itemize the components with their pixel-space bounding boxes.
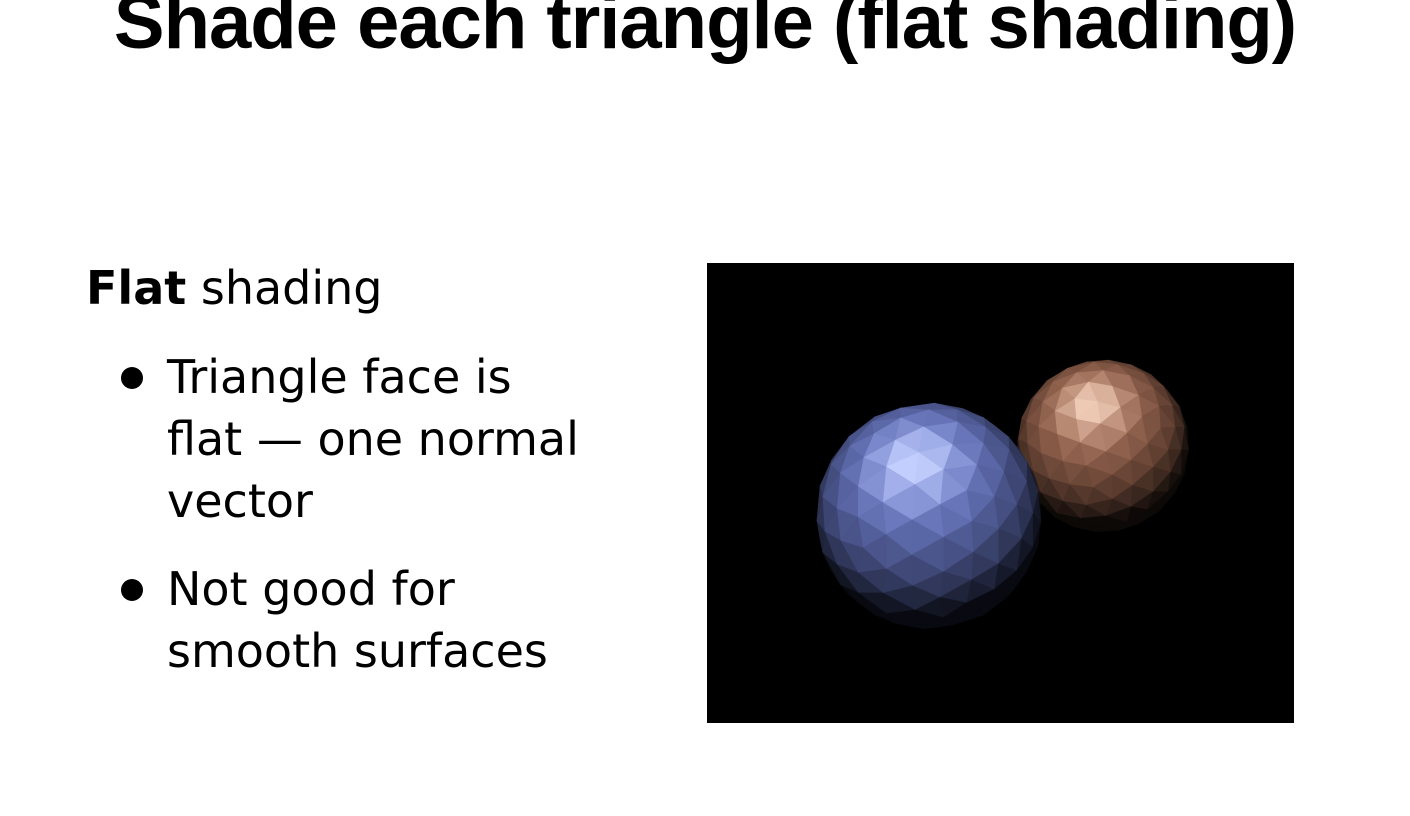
bullet-line: Not good for [167, 562, 455, 616]
flat-shaded-spheres-image [707, 263, 1294, 723]
bullet-line: vector [167, 474, 313, 528]
blue-sphere [817, 403, 1041, 629]
bullet-line: flat — one normal [167, 412, 579, 466]
slide-body: Flat shading Triangle face is flat — one… [86, 258, 646, 708]
slide-title: Shade each triangle (flat shading) [0, 0, 1410, 68]
heading-bold-word: Flat [86, 261, 186, 315]
bullet-item: Not good for smooth surfaces [86, 558, 646, 682]
spheres-render [707, 263, 1294, 723]
heading-rest: shading [186, 261, 382, 315]
bullet-line: smooth surfaces [167, 624, 548, 678]
copper-sphere [1018, 360, 1189, 532]
bullet-item: Triangle face is flat — one normal vecto… [86, 346, 646, 532]
shading-heading: Flat shading [86, 258, 646, 318]
bullet-dot-icon [121, 579, 143, 601]
bullet-list: Triangle face is flat — one normal vecto… [86, 346, 646, 682]
bullet-dot-icon [121, 367, 143, 389]
bullet-line: Triangle face is [167, 350, 512, 404]
